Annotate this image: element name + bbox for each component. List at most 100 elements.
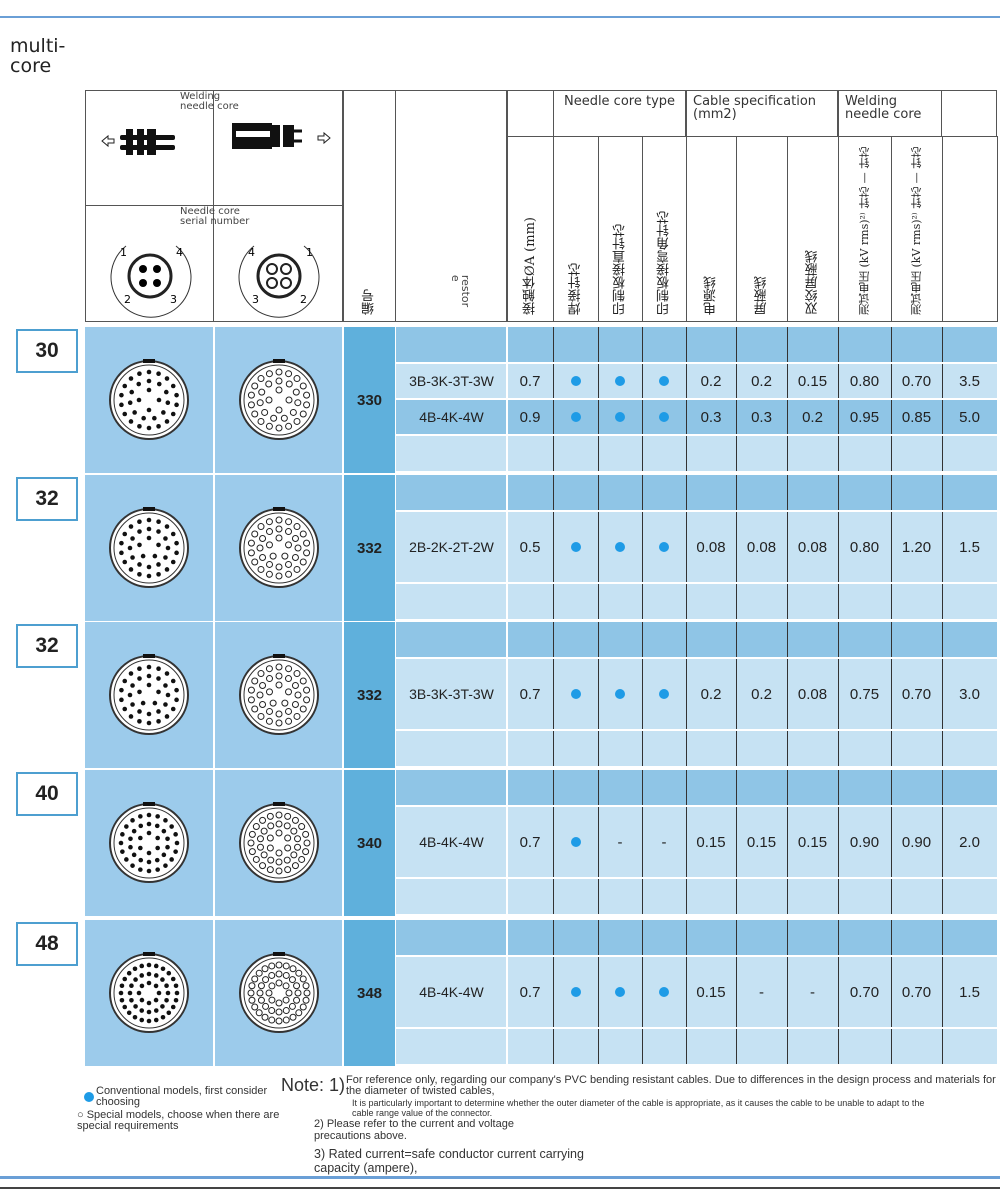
value-cell-3: - [661, 833, 667, 851]
column-divider [642, 400, 643, 434]
column-divider [838, 659, 839, 729]
conventional-dot-icon [570, 376, 581, 386]
column-divider [506, 400, 508, 434]
column-divider [787, 659, 788, 729]
column-divider [891, 957, 892, 1027]
value-cell-3 [642, 400, 686, 434]
column-divider [838, 364, 839, 398]
column-divider [686, 1029, 687, 1064]
column-divider [942, 512, 943, 582]
column-divider [942, 731, 943, 766]
column-divider [642, 957, 643, 1027]
column-divider [642, 1029, 643, 1064]
value-cell-1 [553, 807, 598, 877]
blank-row [396, 731, 997, 766]
column-divider [736, 400, 737, 434]
column-divider [598, 659, 599, 729]
value-cell-8: 0.85 [901, 408, 932, 426]
variant-column-header: restor e [395, 90, 507, 322]
socket-face-icon [239, 802, 319, 883]
bottom-divider [0, 1176, 1000, 1179]
code-column-header: 编号 [343, 90, 396, 322]
column-divider [891, 475, 892, 510]
column-divider [553, 920, 554, 955]
column-divider [506, 364, 508, 398]
value-cell-0: 0.7 [519, 983, 541, 1001]
value-cell-7: 0.75 [849, 685, 880, 703]
welding-socket-icon [232, 123, 331, 149]
column-divider [838, 879, 839, 914]
column-divider [838, 475, 839, 510]
column-divider [942, 436, 943, 471]
conventional-dot-icon [570, 837, 581, 847]
note-1-detail: It is particularly important to determin… [352, 1098, 925, 1118]
variant-cell: 4B-4K-4W [419, 409, 484, 425]
column-divider [598, 584, 599, 619]
value-cell-6: 0.08 [797, 685, 828, 703]
value-cell-5: 0.2 [751, 372, 772, 390]
pin-face-icon [109, 359, 189, 440]
column-divider [642, 436, 643, 471]
table-row [396, 512, 997, 582]
conventional-dot-icon [84, 1092, 94, 1102]
group-welding-needle-core: Welding needle core [838, 90, 942, 137]
column-divider [553, 770, 554, 805]
blank-row [396, 1029, 997, 1064]
value-cell-2: - [617, 833, 623, 851]
column-divider [553, 659, 554, 729]
column-divider [942, 400, 943, 434]
value-cell-8: 0.70 [901, 983, 932, 1001]
value-cell-2 [598, 364, 642, 398]
value-cell-4: 0.2 [700, 685, 722, 703]
value-cell-2 [598, 400, 642, 434]
value-cell-9: 2.0 [959, 833, 980, 851]
group-cable-spec: Cable specification (mm2) [686, 90, 838, 137]
code-cell: 348 [344, 920, 395, 1066]
column-divider [891, 400, 892, 434]
pin-face-icon [109, 507, 189, 588]
value-cell-5: - [759, 983, 764, 1001]
value-cell-4: 0.15 [696, 833, 726, 851]
column-divider [736, 436, 737, 471]
column-divider [787, 879, 788, 914]
column-divider [891, 622, 892, 657]
column-divider [642, 807, 643, 877]
column-divider [838, 622, 839, 657]
pin-2: 2 [300, 293, 307, 306]
column-divider [686, 400, 687, 434]
column-divider [506, 659, 508, 729]
welding-needle-core-label: Welding needle core [180, 91, 239, 112]
blank-row [396, 475, 997, 510]
column-divider [838, 400, 839, 434]
value-cell-5: 0.15 [746, 833, 777, 851]
column-divider [598, 475, 599, 510]
column-divider [736, 364, 737, 398]
column-divider [506, 622, 508, 657]
column-divider [598, 364, 599, 398]
value-cell-2 [598, 957, 642, 1027]
column-divider [942, 807, 943, 877]
column-divider [736, 770, 737, 805]
size-label: 40 [16, 772, 78, 816]
value-cell-1 [553, 659, 598, 729]
blank-row [396, 770, 997, 805]
column-divider [787, 1029, 788, 1064]
pin-face-icon [109, 802, 189, 883]
pin-1: 1 [306, 246, 313, 259]
value-cell-1 [553, 512, 598, 582]
conventional-dot-icon [570, 542, 581, 552]
column-divider [506, 957, 508, 1027]
conventional-dot-icon [570, 987, 581, 997]
column-divider [942, 770, 943, 805]
column-divider [553, 622, 554, 657]
column-divider [686, 364, 687, 398]
pin-4: 4 [176, 246, 183, 259]
welding-plug-illustration [85, 90, 214, 206]
column-divider [686, 327, 687, 362]
column-divider [891, 807, 892, 877]
value-cell-6: 0.2 [802, 408, 823, 426]
column-divider [787, 512, 788, 582]
column-divider [891, 364, 892, 398]
column-divider [553, 584, 554, 619]
column-divider [642, 622, 643, 657]
